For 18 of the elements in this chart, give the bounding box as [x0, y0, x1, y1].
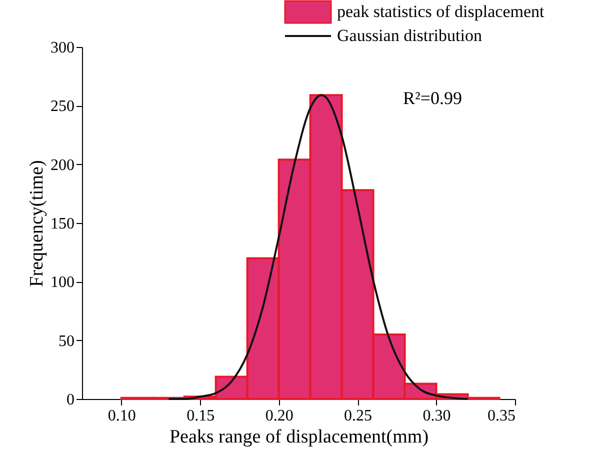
y-tick-label: 300	[50, 40, 74, 56]
x-tick-label: 0.10	[108, 408, 136, 424]
x-tick-label: 0.30	[422, 408, 451, 424]
x-tick-label: 0.35	[488, 408, 516, 424]
y-tick-label: 200	[50, 156, 74, 174]
y-axis-title: Frequency(time)	[26, 160, 48, 287]
y-tick-label: 50	[58, 332, 74, 350]
x-tick-label: 0.15	[186, 408, 215, 424]
annotation: R²=0.99	[403, 88, 462, 108]
legend-label: Gaussian distribution	[337, 26, 482, 45]
y-tick-label: 0	[66, 392, 74, 408]
y-tick-label: 250	[50, 98, 74, 116]
x-axis-title: Peaks range of displacement(mm)	[169, 426, 429, 448]
legend-label: peak statistics of displacement	[337, 2, 545, 21]
x-tick-label: 0.20	[265, 408, 294, 424]
y-tick-label: 150	[50, 216, 74, 232]
x-tick-label: 0.25	[344, 408, 372, 424]
y-tick-label: 100	[50, 274, 74, 292]
